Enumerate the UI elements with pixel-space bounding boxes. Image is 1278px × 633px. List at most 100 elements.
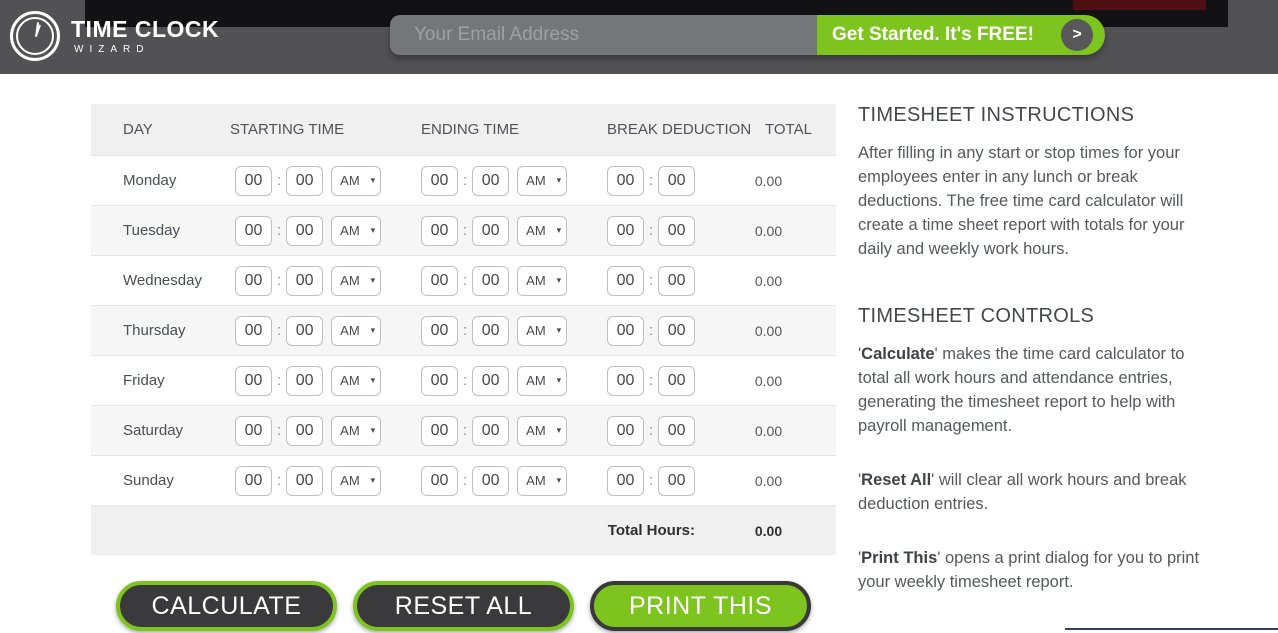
break-deduction-group: : [607, 365, 751, 396]
start-ampm-wrapper: AM ▾ [331, 265, 382, 296]
break-hour-input[interactable] [607, 415, 644, 446]
row-total-value: 0.00 [754, 372, 783, 389]
table-footer: Total Hours: 0.00 [91, 505, 836, 555]
end-ampm-wrapper: AM ▾ [517, 315, 568, 346]
end-minute-input[interactable] [472, 365, 510, 396]
start-minute-input[interactable] [286, 165, 324, 196]
end-hour-input[interactable] [421, 365, 458, 396]
start-minute-input[interactable] [286, 415, 324, 446]
start-hour-input[interactable] [235, 315, 272, 346]
break-hour-input[interactable] [607, 315, 644, 346]
colon-separator: : [463, 422, 468, 439]
end-ampm-wrapper: AM ▾ [517, 165, 568, 196]
start-minute-input[interactable] [286, 265, 324, 296]
break-deduction-group: : [607, 215, 751, 246]
break-hour-input[interactable] [607, 215, 644, 246]
start-ampm-select[interactable]: AM [331, 365, 382, 396]
break-hour-input[interactable] [607, 465, 644, 496]
end-hour-input[interactable] [421, 265, 458, 296]
start-ampm-wrapper: AM ▾ [331, 465, 382, 496]
start-hour-input[interactable] [235, 215, 272, 246]
table-body: Monday : AM ▾ : AM ▾ : 0.00 Tuesday [91, 155, 836, 505]
end-ampm-wrapper: AM ▾ [517, 265, 568, 296]
total-hours-value: 0.00 [754, 522, 783, 539]
colon-separator: : [649, 372, 654, 389]
start-minute-input[interactable] [286, 315, 324, 346]
end-hour-input[interactable] [421, 415, 458, 446]
table-row: Friday : AM ▾ : AM ▾ : 0.00 [91, 355, 836, 405]
colon-separator: : [277, 222, 282, 239]
start-ampm-select[interactable]: AM [331, 165, 382, 196]
instructions-heading: TIMESHEET INSTRUCTIONS [858, 104, 1135, 126]
break-minute-input[interactable] [658, 315, 696, 346]
end-ampm-select[interactable]: AM [517, 265, 568, 296]
start-ampm-select[interactable]: AM [331, 465, 382, 496]
break-minute-input[interactable] [658, 215, 696, 246]
end-ampm-select[interactable]: AM [517, 315, 568, 346]
logo-text: TIME CLOCK WIZARD [71, 17, 219, 55]
start-ampm-wrapper: AM ▾ [331, 165, 382, 196]
print-this-button[interactable]: PRINT THIS [590, 581, 811, 631]
colon-separator: : [463, 272, 468, 289]
start-ampm-wrapper: AM ▾ [331, 315, 382, 346]
break-hour-input[interactable] [607, 265, 644, 296]
day-label: Sunday [123, 472, 174, 489]
start-minute-input[interactable] [286, 365, 324, 396]
end-hour-input[interactable] [421, 465, 458, 496]
start-ampm-select[interactable]: AM [331, 315, 382, 346]
break-minute-input[interactable] [658, 365, 696, 396]
end-hour-input[interactable] [421, 315, 458, 346]
starting-time-group: : AM ▾ [235, 215, 421, 246]
get-started-button[interactable]: Get Started. It's FREE! > [817, 15, 1105, 55]
break-hour-input[interactable] [607, 165, 644, 196]
start-hour-input[interactable] [235, 265, 272, 296]
break-hour-input[interactable] [607, 365, 644, 396]
starting-time-group: : AM ▾ [235, 265, 421, 296]
start-hour-input[interactable] [235, 365, 272, 396]
ending-time-group: : AM ▾ [421, 365, 607, 396]
colon-separator: : [649, 222, 654, 239]
reset-all-button[interactable]: RESET ALL [353, 581, 574, 631]
starting-time-group: : AM ▾ [235, 365, 421, 396]
calculate-term: Calculate [861, 345, 935, 363]
start-hour-input[interactable] [235, 165, 272, 196]
break-minute-input[interactable] [658, 415, 696, 446]
row-total-value: 0.00 [754, 172, 783, 189]
start-hour-input[interactable] [235, 465, 272, 496]
controls-calculate-text: 'Calculate' makes the time card calculat… [858, 345, 1185, 435]
end-ampm-select[interactable]: AM [517, 365, 568, 396]
start-minute-input[interactable] [286, 465, 324, 496]
end-ampm-wrapper: AM ▾ [517, 215, 568, 246]
end-ampm-select[interactable]: AM [517, 415, 568, 446]
end-minute-input[interactable] [472, 465, 510, 496]
start-ampm-select[interactable]: AM [331, 415, 382, 446]
logo[interactable]: TIME CLOCK WIZARD [10, 11, 219, 61]
end-minute-input[interactable] [472, 215, 510, 246]
end-hour-input[interactable] [421, 215, 458, 246]
colon-separator: : [277, 422, 282, 439]
break-minute-input[interactable] [658, 465, 696, 496]
end-hour-input[interactable] [421, 165, 458, 196]
end-minute-input[interactable] [472, 415, 510, 446]
break-deduction-group: : [607, 165, 751, 196]
break-minute-input[interactable] [658, 165, 696, 196]
end-minute-input[interactable] [472, 315, 510, 346]
colon-separator: : [277, 322, 282, 339]
end-ampm-select[interactable]: AM [517, 215, 568, 246]
start-minute-input[interactable] [286, 215, 324, 246]
end-minute-input[interactable] [472, 165, 510, 196]
end-minute-input[interactable] [472, 265, 510, 296]
calculate-button[interactable]: CALCULATE [116, 581, 337, 631]
starting-time-group: : AM ▾ [235, 415, 421, 446]
controls-heading: TIMESHEET CONTROLS [858, 305, 1095, 327]
sidebar-instructions: TIMESHEET INSTRUCTIONS After filling in … [858, 104, 1210, 624]
email-input[interactable] [390, 15, 817, 55]
column-header-ending-time: ENDING TIME [421, 121, 520, 138]
column-header-total: TOTAL [765, 121, 812, 138]
end-ampm-select[interactable]: AM [517, 465, 568, 496]
end-ampm-select[interactable]: AM [517, 165, 568, 196]
start-hour-input[interactable] [235, 415, 272, 446]
start-ampm-select[interactable]: AM [331, 215, 382, 246]
break-minute-input[interactable] [658, 265, 696, 296]
start-ampm-select[interactable]: AM [331, 265, 382, 296]
